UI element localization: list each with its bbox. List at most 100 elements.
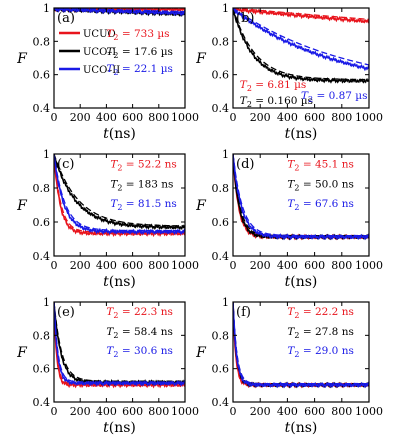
annotation-t2: T2 = 58.4 ns — [106, 326, 172, 340]
x-tick-label: 600 — [304, 259, 325, 272]
x-axis-label: t(ns) — [285, 420, 318, 436]
annotation-t2: T2 = 45.1 ns — [287, 158, 353, 172]
y-tick-label: 0.8 — [33, 329, 51, 342]
y-tick-label: 1 — [43, 296, 50, 309]
x-tick-label: 1000 — [355, 111, 383, 124]
y-tick-label: 0.6 — [212, 69, 230, 82]
annotation-t2: T2 = 27.8 ns — [287, 326, 353, 340]
panel-a: 0 200 400 600 800 1000 0.4 0.6 0.8 1 t(ns) F (a) UCUO… — [16, 2, 199, 142]
x-tick-label: 0 — [51, 259, 58, 272]
x-tick-label: 200 — [70, 111, 91, 124]
y-tick-label: 1 — [222, 296, 229, 309]
fit-line-2 — [233, 8, 369, 81]
x-tick-label: 800 — [148, 259, 169, 272]
panel-label: (a) — [57, 11, 75, 26]
x-tick-label: 400 — [96, 111, 117, 124]
y-tick-label: 0.6 — [33, 363, 51, 376]
annotation-t2: T2 = 22.1 µs — [106, 63, 173, 77]
y-axis-label: F — [195, 198, 207, 214]
x-tick-label: 400 — [277, 259, 298, 272]
annotation-t2: T2 = 50.0 ns — [287, 179, 353, 193]
x-tick-label: 600 — [122, 405, 143, 418]
legend-label: UCO–II — [83, 65, 120, 76]
annotation-t2: T2 = 22.2 ns — [287, 306, 353, 320]
panel-e: 0 200 400 600 800 1000 0.4 0.6 0.8 1 t(ns) F (e) T2 =… — [16, 296, 199, 436]
annotation-t2: T2 = 81.5 ns — [110, 198, 176, 212]
y-tick-label: 0.4 — [212, 396, 230, 409]
annotation-t2: T2 = 6.81 µs — [240, 79, 307, 93]
y-tick-label: 0.8 — [212, 329, 230, 342]
annotation-t2: T2 = 52.2 ns — [110, 158, 176, 172]
plot-frame — [53, 301, 186, 403]
y-tick-label: 1 — [222, 2, 229, 15]
y-tick-label: 0.8 — [212, 182, 230, 195]
fit-line-3 — [233, 8, 369, 66]
x-tick-label: 800 — [331, 111, 352, 124]
fit-line-3 — [54, 8, 185, 13]
x-tick-label: 1000 — [171, 405, 199, 418]
y-axis-label: F — [195, 345, 207, 361]
legend-label: UCUO — [83, 29, 116, 40]
fit-line-3 — [233, 154, 369, 237]
annotation-t2: T2 = 733 µs — [106, 28, 169, 42]
x-tick-label: 1000 — [171, 259, 199, 272]
plot-frame — [232, 301, 370, 403]
series-line-3 — [54, 303, 185, 387]
y-tick-label: 0.4 — [33, 250, 51, 263]
y-tick-label: 0.8 — [33, 35, 51, 48]
x-tick-label: 800 — [148, 405, 169, 418]
y-axis-label: F — [195, 51, 207, 67]
x-tick-label: 400 — [277, 111, 298, 124]
y-tick-label: 0.8 — [33, 182, 51, 195]
fit-line-3 — [233, 302, 369, 385]
plot-frame — [232, 153, 370, 257]
y-tick-label: 1 — [43, 2, 50, 15]
y-tick-label: 0.4 — [212, 102, 230, 115]
annotation-t2: T2 = 17.6 µs — [106, 46, 173, 60]
y-tick-label: 1 — [222, 148, 229, 161]
x-tick-label: 0 — [51, 405, 58, 418]
plot-frame — [53, 153, 186, 257]
x-tick-label: 400 — [96, 259, 117, 272]
series-line-3 — [54, 155, 185, 236]
fit-line-2 — [54, 154, 185, 227]
plot-frame — [232, 7, 370, 109]
x-tick-label: 0 — [230, 259, 237, 272]
x-tick-label: 0 — [230, 405, 237, 418]
panel-label: (e) — [57, 305, 75, 320]
y-tick-label: 0.6 — [212, 363, 230, 376]
panel-label: (d) — [236, 157, 254, 172]
series-line-1 — [233, 8, 369, 24]
y-axis-label: F — [16, 345, 28, 361]
annotation-t2: T2 = 30.6 ns — [106, 345, 172, 359]
panel-label: (c) — [57, 157, 74, 172]
x-tick-label: 400 — [96, 405, 117, 418]
x-tick-label: 1000 — [355, 405, 383, 418]
y-tick-label: 0.4 — [33, 396, 51, 409]
x-tick-label: 600 — [122, 111, 143, 124]
annotation-t2: T2 = 0.87 µs — [301, 90, 368, 104]
legend-label: UCO–I — [83, 47, 116, 58]
x-tick-label: 200 — [250, 259, 271, 272]
x-tick-label: 0 — [51, 111, 58, 124]
y-axis-label: F — [16, 51, 28, 67]
x-tick-label: 800 — [331, 259, 352, 272]
y-tick-label: 0.6 — [33, 69, 51, 82]
annotation-t2: T2 = 67.6 ns — [287, 198, 353, 212]
x-tick-label: 600 — [304, 111, 325, 124]
y-tick-label: 0.4 — [33, 102, 51, 115]
y-tick-label: 1 — [43, 148, 50, 161]
y-tick-label: 0.6 — [212, 216, 230, 229]
series-line-2 — [54, 155, 185, 231]
x-tick-label: 200 — [250, 111, 271, 124]
x-axis-label: t(ns) — [103, 126, 136, 142]
annotation-t2: T2 = 29.0 ns — [287, 345, 353, 359]
y-tick-label: 0.8 — [212, 35, 230, 48]
y-axis-label: F — [16, 198, 28, 214]
x-tick-label: 200 — [70, 405, 91, 418]
plot-frame — [53, 7, 186, 109]
annotation-t2: T2 = 22.3 ns — [106, 306, 172, 320]
x-axis-label: t(ns) — [285, 126, 318, 142]
y-tick-label: 0.6 — [33, 216, 51, 229]
series-line-3 — [233, 8, 369, 72]
